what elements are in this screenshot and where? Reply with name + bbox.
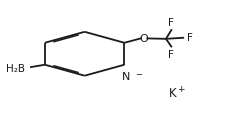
Text: N: N	[122, 71, 130, 81]
Text: K: K	[169, 86, 177, 99]
Text: O: O	[139, 33, 148, 43]
Text: H₂B: H₂B	[6, 63, 25, 73]
Text: −: −	[136, 69, 143, 78]
Text: F: F	[168, 50, 173, 60]
Text: F: F	[187, 33, 193, 43]
Text: F: F	[168, 18, 173, 28]
Text: +: +	[178, 84, 185, 93]
